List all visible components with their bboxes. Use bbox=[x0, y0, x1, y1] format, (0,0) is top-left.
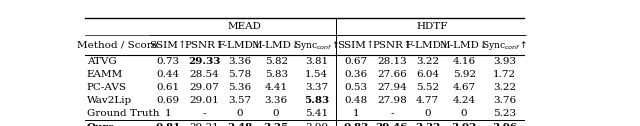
Text: 2.48: 2.48 bbox=[227, 123, 252, 126]
Text: 29.31: 29.31 bbox=[189, 123, 219, 126]
Text: 0.61: 0.61 bbox=[157, 83, 180, 92]
Text: 29.46: 29.46 bbox=[376, 123, 408, 126]
Text: 0: 0 bbox=[461, 109, 467, 118]
Text: PSNR↑: PSNR↑ bbox=[372, 41, 412, 50]
Text: -: - bbox=[202, 109, 205, 118]
Text: Ground Truth: Ground Truth bbox=[87, 109, 159, 118]
Text: M-LMD↓: M-LMD↓ bbox=[440, 41, 488, 50]
Text: F-LMD↓: F-LMD↓ bbox=[405, 41, 450, 50]
Text: 3.25: 3.25 bbox=[264, 123, 289, 126]
Text: SSIM↑: SSIM↑ bbox=[150, 41, 187, 50]
Text: 27.66: 27.66 bbox=[377, 70, 407, 79]
Text: 4.67: 4.67 bbox=[452, 83, 476, 92]
Text: 5.83: 5.83 bbox=[304, 96, 329, 105]
Text: 0.81: 0.81 bbox=[156, 123, 181, 126]
Text: 28.13: 28.13 bbox=[377, 57, 407, 66]
Text: 0.48: 0.48 bbox=[345, 96, 368, 105]
Text: 1: 1 bbox=[165, 109, 172, 118]
Text: MEAD: MEAD bbox=[227, 22, 261, 31]
Text: 27.94: 27.94 bbox=[377, 83, 407, 92]
Text: 3.22: 3.22 bbox=[416, 57, 439, 66]
Text: EAMM: EAMM bbox=[87, 70, 123, 79]
Text: 0.44: 0.44 bbox=[157, 70, 180, 79]
Text: ATVG: ATVG bbox=[87, 57, 116, 66]
Text: 29.01: 29.01 bbox=[189, 96, 219, 105]
Text: Method / Score: Method / Score bbox=[77, 41, 158, 50]
Text: 3.36: 3.36 bbox=[264, 96, 288, 105]
Text: -: - bbox=[390, 109, 394, 118]
Text: 27.98: 27.98 bbox=[377, 96, 407, 105]
Text: 5.36: 5.36 bbox=[228, 83, 252, 92]
Text: 0.73: 0.73 bbox=[157, 57, 180, 66]
Text: 5.83: 5.83 bbox=[264, 70, 288, 79]
Text: 2.32: 2.32 bbox=[415, 123, 440, 126]
Text: 0.53: 0.53 bbox=[345, 83, 368, 92]
Text: 29.07: 29.07 bbox=[189, 83, 219, 92]
Text: HDTF: HDTF bbox=[417, 22, 448, 31]
Text: 3.93: 3.93 bbox=[493, 57, 516, 66]
Text: Wav2Lip: Wav2Lip bbox=[87, 96, 132, 105]
Text: 3.37: 3.37 bbox=[305, 83, 328, 92]
Text: 5.52: 5.52 bbox=[416, 83, 439, 92]
Text: 5.82: 5.82 bbox=[264, 57, 288, 66]
Text: 3.22: 3.22 bbox=[493, 83, 516, 92]
Text: 3.96: 3.96 bbox=[492, 123, 517, 126]
Text: Sync$_{conf}$$\uparrow$: Sync$_{conf}$$\uparrow$ bbox=[294, 39, 339, 52]
Text: 5.41: 5.41 bbox=[305, 109, 328, 118]
Text: PC-AVS: PC-AVS bbox=[87, 83, 127, 92]
Text: 0: 0 bbox=[236, 109, 243, 118]
Text: 3.36: 3.36 bbox=[228, 57, 252, 66]
Text: SSIM↑: SSIM↑ bbox=[337, 41, 375, 50]
Text: 1.72: 1.72 bbox=[493, 70, 516, 79]
Text: 0: 0 bbox=[424, 109, 431, 118]
Text: 5.92: 5.92 bbox=[452, 70, 476, 79]
Text: 6.04: 6.04 bbox=[416, 70, 439, 79]
Text: Sync$_{conf}$$\uparrow$: Sync$_{conf}$$\uparrow$ bbox=[482, 39, 527, 52]
Text: 0.36: 0.36 bbox=[345, 70, 368, 79]
Text: 0.83: 0.83 bbox=[344, 123, 369, 126]
Text: 0.67: 0.67 bbox=[345, 57, 368, 66]
Text: F-LMD↓: F-LMD↓ bbox=[218, 41, 262, 50]
Text: 3.81: 3.81 bbox=[305, 57, 328, 66]
Text: 4.24: 4.24 bbox=[452, 96, 476, 105]
Text: 0.69: 0.69 bbox=[157, 96, 180, 105]
Text: 1: 1 bbox=[353, 109, 360, 118]
Text: 28.54: 28.54 bbox=[189, 70, 219, 79]
Text: 3.57: 3.57 bbox=[228, 96, 252, 105]
Text: 5.23: 5.23 bbox=[493, 109, 516, 118]
Text: 0: 0 bbox=[273, 109, 280, 118]
Text: Ours: Ours bbox=[87, 123, 115, 126]
Text: 4.77: 4.77 bbox=[416, 96, 439, 105]
Text: 4.16: 4.16 bbox=[452, 57, 476, 66]
Text: 5.78: 5.78 bbox=[228, 70, 252, 79]
Text: 29.33: 29.33 bbox=[188, 57, 220, 66]
Text: M-LMD↓: M-LMD↓ bbox=[252, 41, 301, 50]
Text: 1.54: 1.54 bbox=[305, 70, 328, 79]
Text: 4.41: 4.41 bbox=[264, 83, 288, 92]
Text: 3.76: 3.76 bbox=[493, 96, 516, 105]
Text: 3.99: 3.99 bbox=[305, 123, 328, 126]
Text: PSNR↑: PSNR↑ bbox=[184, 41, 224, 50]
Text: 3.02: 3.02 bbox=[451, 123, 477, 126]
